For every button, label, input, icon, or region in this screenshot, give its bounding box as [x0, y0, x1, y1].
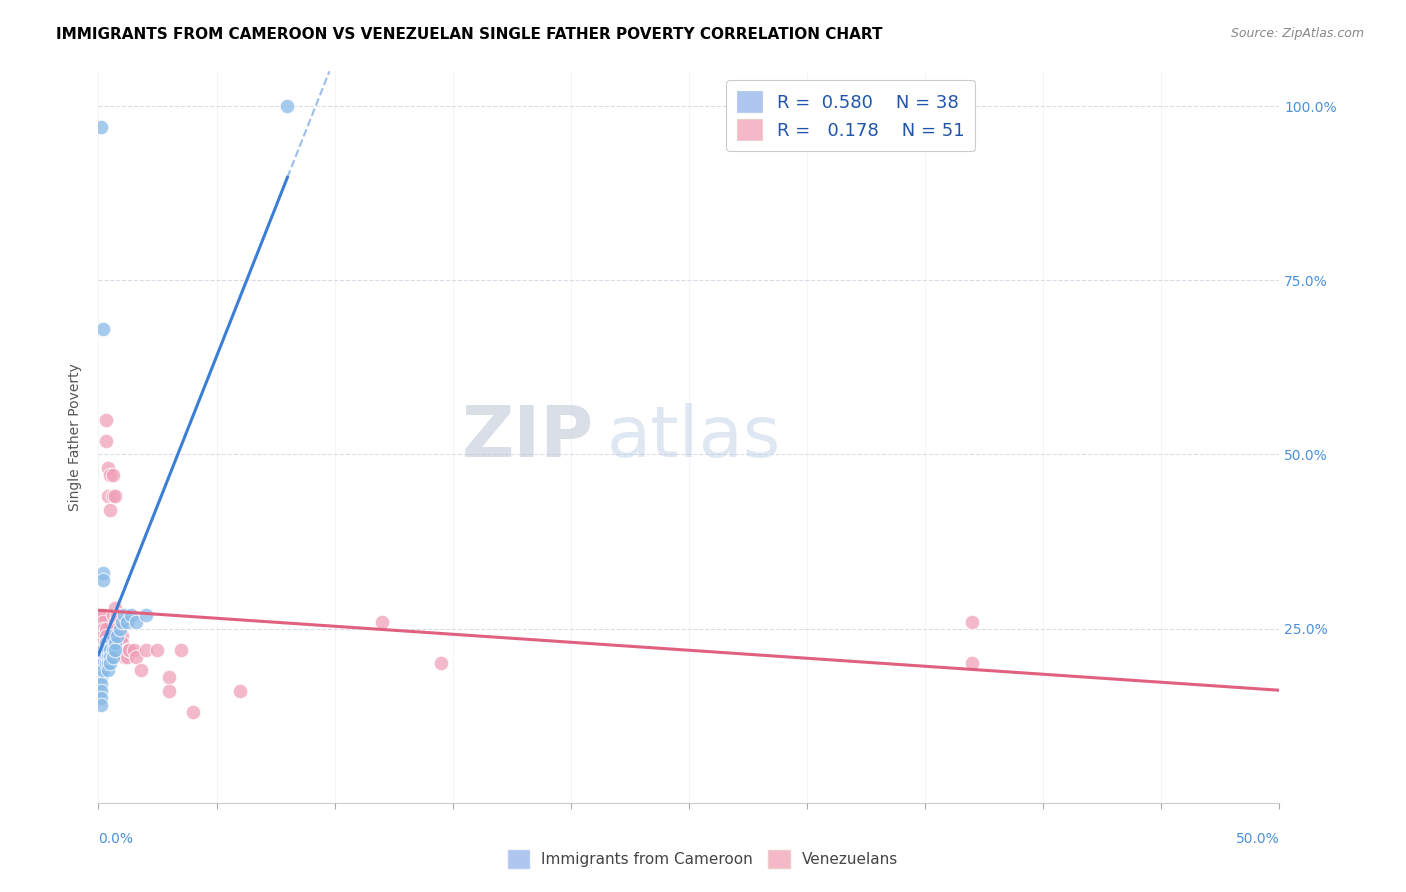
Point: [91, 622, 114, 636]
Point: [135, 607, 157, 622]
Point: [90, 698, 112, 713]
Point: [98, 657, 121, 671]
Point: [157, 670, 180, 684]
Point: [101, 468, 124, 483]
Point: [105, 629, 128, 643]
Text: IMMIGRANTS FROM CAMEROON VS VENEZUELAN SINGLE FATHER POVERTY CORRELATION CHART: IMMIGRANTS FROM CAMEROON VS VENEZUELAN S…: [56, 27, 883, 42]
Point: [90, 677, 112, 691]
Point: [104, 489, 127, 503]
Point: [94, 657, 117, 671]
Point: [229, 684, 252, 698]
Point: [105, 607, 128, 622]
Point: [962, 615, 984, 629]
Text: Source: ZipAtlas.com: Source: ZipAtlas.com: [1230, 27, 1364, 40]
Point: [104, 642, 127, 657]
Point: [115, 649, 138, 664]
Point: [101, 649, 124, 664]
Point: [101, 489, 124, 503]
Point: [91, 615, 114, 629]
Y-axis label: Single Father Poverty: Single Father Poverty: [69, 363, 83, 511]
Legend: Immigrants from Cameroon, Venezuelans: Immigrants from Cameroon, Venezuelans: [501, 843, 905, 875]
Point: [91, 629, 114, 643]
Point: [90, 684, 112, 698]
Point: [97, 657, 120, 671]
Point: [129, 664, 152, 678]
Point: [101, 629, 124, 643]
Point: [90, 607, 112, 622]
Point: [121, 607, 143, 622]
Point: [962, 657, 984, 671]
Point: [105, 629, 128, 643]
Point: [94, 635, 117, 649]
Point: [108, 622, 131, 636]
Point: [170, 642, 193, 657]
Point: [94, 434, 117, 448]
Point: [90, 120, 112, 134]
Point: [98, 649, 121, 664]
Point: [94, 642, 117, 657]
Point: [94, 642, 117, 657]
Point: [91, 642, 114, 657]
Point: [104, 600, 127, 615]
Point: [104, 615, 127, 629]
Point: [94, 622, 117, 636]
Point: [157, 684, 180, 698]
Point: [97, 642, 120, 657]
Point: [91, 649, 114, 664]
Text: ZIP: ZIP: [463, 402, 595, 472]
Point: [91, 607, 114, 622]
Point: [122, 642, 145, 657]
Point: [111, 629, 134, 643]
Point: [94, 629, 117, 643]
Point: [181, 705, 204, 719]
Point: [112, 649, 135, 664]
Text: 0.0%: 0.0%: [98, 832, 134, 846]
Point: [430, 657, 453, 671]
Point: [94, 412, 117, 426]
Point: [125, 615, 148, 629]
Point: [91, 664, 114, 678]
Point: [146, 642, 169, 657]
Point: [104, 635, 127, 649]
Point: [101, 607, 124, 622]
Point: [94, 649, 117, 664]
Point: [98, 642, 121, 657]
Point: [94, 649, 117, 664]
Point: [276, 99, 298, 113]
Point: [91, 642, 114, 657]
Point: [108, 635, 131, 649]
Legend: R =  0.580    N = 38, R =   0.178    N = 51: R = 0.580 N = 38, R = 0.178 N = 51: [725, 80, 976, 151]
Point: [91, 573, 114, 587]
Point: [135, 642, 157, 657]
Point: [91, 566, 114, 580]
Point: [115, 642, 138, 657]
Point: [111, 615, 134, 629]
Point: [90, 670, 112, 684]
Point: [91, 635, 114, 649]
Text: 50.0%: 50.0%: [1236, 832, 1279, 846]
Point: [90, 657, 112, 671]
Point: [97, 649, 120, 664]
Point: [98, 468, 121, 483]
Point: [97, 489, 120, 503]
Point: [118, 642, 141, 657]
Point: [118, 642, 141, 657]
Point: [371, 615, 394, 629]
Point: [115, 615, 138, 629]
Point: [105, 622, 128, 636]
Point: [112, 607, 135, 622]
Point: [90, 691, 112, 706]
Point: [98, 503, 121, 517]
Point: [94, 635, 117, 649]
Point: [111, 635, 134, 649]
Point: [97, 461, 120, 475]
Point: [91, 322, 114, 336]
Point: [125, 649, 148, 664]
Point: [91, 657, 114, 671]
Point: [101, 642, 124, 657]
Point: [97, 664, 120, 678]
Text: atlas: atlas: [606, 402, 780, 472]
Point: [108, 629, 131, 643]
